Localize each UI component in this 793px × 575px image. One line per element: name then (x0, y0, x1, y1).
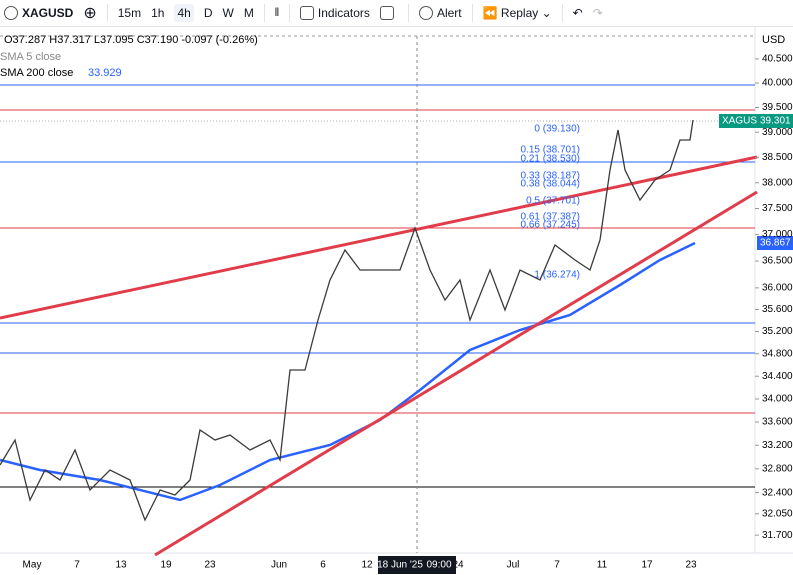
tag-bg (757, 236, 793, 250)
sep (407, 4, 409, 22)
price-label: 34.800 (762, 348, 793, 359)
time-label: 13 (115, 560, 127, 571)
price-label: 38.000 (762, 177, 793, 188)
price-label: 39.500 (762, 102, 793, 113)
legend: O37.287 H37.317 L37.095 C37.190 -0.097 (… (0, 34, 258, 79)
time-label: 11 (597, 560, 608, 571)
toolbar: XAGUSD ⊕ 15m 1h 4h D W M 𝍪 Indicators Al… (0, 0, 793, 27)
fib-label: 0.38 (38.044) (521, 179, 581, 190)
time-label: May (23, 560, 42, 571)
time-label: Jul (507, 560, 520, 571)
crosshair-date: 18 Jun '25 (377, 560, 423, 571)
indicators[interactable]: Indicators (299, 5, 370, 21)
undo[interactable]: ↶ (572, 6, 583, 20)
price-label: 35.200 (762, 326, 793, 337)
interval[interactable]: M (243, 6, 254, 20)
crosshair-tag (378, 556, 456, 574)
sep (106, 4, 108, 22)
sep (471, 4, 473, 22)
price-label: 32.050 (762, 508, 793, 519)
interval[interactable]: 1h (151, 6, 165, 20)
fib-label: 0.61 (37.387) (521, 212, 581, 223)
sma-line (0, 241, 696, 502)
sma5: SMA 5 close (0, 51, 61, 63)
add[interactable]: ⊕ (83, 5, 97, 22)
time-label: 24 (452, 560, 464, 571)
layouts[interactable] (379, 6, 398, 21)
time-label: 12 (361, 560, 373, 571)
sma200-value: 33.929 (88, 67, 122, 79)
price-label: 37.000 (762, 229, 793, 240)
tag-sma: 36.867 (760, 238, 791, 249)
price-label: 39.000 (762, 127, 793, 138)
price-label: 40.500 (762, 54, 793, 65)
chart-type[interactable]: 𝍪 (274, 4, 279, 19)
fib-label: 0.33 (38.187) (521, 171, 581, 182)
replay[interactable]: ⏪ Replay ⌄ (482, 6, 552, 20)
price-label: 37.500 (762, 203, 793, 214)
fib-label: 0.15 (38.701) (521, 145, 581, 156)
redo[interactable]: ↷ (592, 6, 603, 20)
time-label: 19 (160, 560, 172, 571)
fib-label: 1 (36.274) (534, 270, 580, 281)
price-path (0, 119, 694, 522)
price-label: 38.500 (762, 152, 793, 163)
price-label: 40.000 (762, 78, 793, 89)
price-label: 32.400 (762, 487, 793, 498)
tag-bg (757, 114, 793, 128)
sep (561, 4, 563, 22)
time-label: 7 (554, 560, 560, 571)
crosshair-time: 09:00 (426, 560, 451, 571)
price-label: 31.700 (762, 530, 793, 541)
indicators-text: Indicators (317, 5, 370, 20)
trend-line (0, 155, 758, 320)
fib-label: 0.66 (37.245) (521, 220, 581, 231)
interval[interactable]: 15m (117, 6, 142, 20)
fib-label: 0.21 (38.530) (521, 154, 581, 165)
tag-last: 39.301 (760, 116, 791, 127)
price-label: 34.000 (762, 394, 793, 405)
price-label: 33.600 (762, 417, 793, 428)
fib-label: 0 (39.130) (534, 124, 580, 135)
chart: 0 (39.130) 0.15 (38.701) 0.21 (38.530) 0… (0, 27, 793, 574)
time-label: 17 (641, 560, 653, 571)
plot: 0 (39.130) 0.15 (38.701) 0.21 (38.530) 0… (0, 27, 793, 574)
price-label: 32.800 (762, 463, 793, 474)
price-label: 36.000 (762, 283, 793, 294)
price-label: 35.600 (762, 304, 793, 315)
time-label: 6 (320, 560, 326, 571)
time-label: 23 (204, 560, 216, 571)
time-axis: May 7 13 19 23 Jun 6 12 24 Jul 7 11 17 2… (23, 556, 697, 574)
interval[interactable]: 4h (174, 4, 194, 22)
symbol[interactable]: XAGUSD (4, 6, 73, 21)
alert-text: Alert (436, 5, 462, 20)
symbol-text: XAGUSD (22, 5, 74, 20)
price-label: 33.200 (762, 440, 793, 451)
trend-line (154, 190, 758, 557)
alert[interactable]: Alert (418, 5, 462, 21)
time-label: 23 (685, 560, 697, 571)
fib: 0 (39.130) 0.15 (38.701) 0.21 (38.530) 0… (521, 124, 581, 281)
fib-label: 0.5 (37.701) (526, 196, 580, 207)
replay-text: Replay (500, 6, 539, 20)
currency: USD (762, 34, 785, 46)
price-label: 36.500 (762, 256, 793, 267)
ohlc: O37.287 H37.317 L37.095 C37.190 -0.097 (… (4, 34, 258, 46)
interval[interactable]: W (222, 6, 234, 20)
sep (288, 4, 290, 22)
time-label: 7 (74, 560, 80, 571)
sep (263, 4, 265, 22)
time-label: Jun (271, 560, 287, 571)
tag-symbol: XAGUSD (722, 116, 764, 127)
sma200: SMA 200 close (0, 67, 73, 79)
price-label: 34.400 (762, 371, 793, 382)
interval[interactable]: D (203, 6, 213, 20)
tag-bg (719, 114, 757, 128)
